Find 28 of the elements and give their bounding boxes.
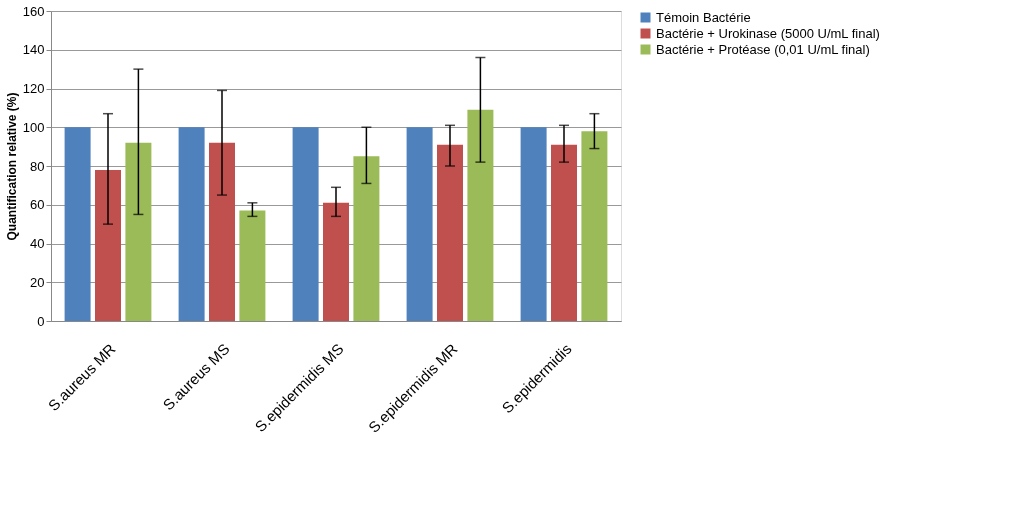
- bar: [323, 202, 349, 321]
- legend-label: Bactérie + Protéase (0,01 U/mL final): [656, 41, 870, 57]
- y-tick-label: 120: [22, 81, 45, 96]
- bar: [64, 127, 91, 321]
- y-tick-label: 40: [30, 236, 45, 251]
- y-tick-label: 0: [37, 313, 45, 329]
- y-tick-label: 100: [22, 119, 45, 135]
- bar: [239, 210, 266, 321]
- bar: [406, 127, 433, 321]
- y-axis-title: Quantification relative (%): [4, 92, 19, 241]
- bar: [520, 127, 547, 321]
- bar: [551, 144, 577, 321]
- y-tick-label: 60: [30, 197, 45, 213]
- bar: [292, 127, 319, 321]
- bar: [353, 156, 380, 321]
- bar: [581, 131, 608, 321]
- legend-label: Témoin Bactérie: [656, 9, 751, 25]
- y-tick-label: 160: [22, 3, 45, 19]
- y-tick-label: 20: [30, 274, 45, 290]
- y-tick-label: 140: [22, 42, 45, 58]
- bar: [437, 144, 463, 321]
- bar: [125, 142, 152, 321]
- bar: [178, 127, 205, 321]
- bar: [209, 142, 235, 321]
- bar: [95, 169, 121, 321]
- y-tick-label: 80: [30, 158, 45, 174]
- legend-label: Bactérie + Urokinase (5000 U/mL final): [656, 25, 880, 41]
- bar: [467, 109, 494, 321]
